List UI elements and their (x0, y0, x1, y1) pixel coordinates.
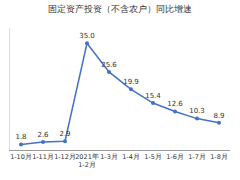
svg-text:8.9: 8.9 (213, 112, 224, 120)
svg-text:1-4月: 1-4月 (122, 153, 140, 161)
svg-text:1-3月: 1-3月 (100, 153, 118, 161)
svg-text:固定资产投资（不含农户）同比增速: 固定资产投资（不含农户）同比增速 (48, 4, 192, 14)
svg-text:12.6: 12.6 (167, 100, 183, 108)
svg-text:1-6月: 1-6月 (166, 153, 184, 161)
svg-text:1-8月: 1-8月 (210, 153, 228, 161)
svg-text:10.3: 10.3 (189, 107, 205, 115)
svg-text:1.8: 1.8 (15, 133, 26, 141)
svg-text:15.4: 15.4 (145, 92, 161, 100)
svg-text:1-7月: 1-7月 (188, 153, 206, 161)
svg-text:1-5月: 1-5月 (144, 153, 162, 161)
svg-text:1-11月: 1-11月 (32, 153, 54, 161)
svg-text:2.6: 2.6 (37, 131, 49, 139)
svg-text:35.0: 35.0 (79, 32, 95, 40)
svg-text:2.9: 2.9 (59, 130, 70, 138)
svg-text:2021年1-2月: 2021年1-2月 (75, 153, 99, 169)
svg-text:25.6: 25.6 (101, 61, 117, 69)
svg-text:1-10月: 1-10月 (10, 153, 32, 161)
svg-text:1-12月: 1-12月 (54, 153, 76, 161)
svg-text:19.9: 19.9 (123, 78, 139, 86)
